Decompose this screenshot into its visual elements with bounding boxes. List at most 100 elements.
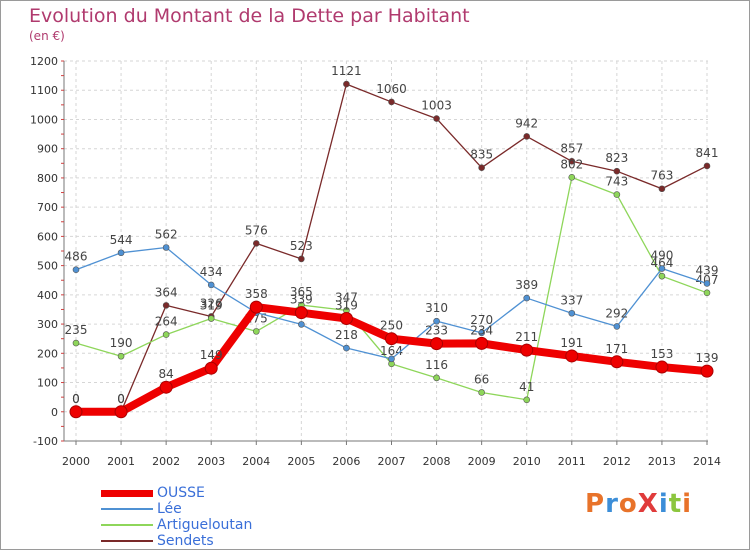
legend-item-sendets[interactable]: Sendets: [101, 533, 252, 549]
logo-letter: r: [605, 489, 619, 519]
data-point: [475, 336, 489, 350]
data-point: [204, 361, 218, 375]
data-label: 942: [515, 116, 538, 130]
y-tick-label: -100: [33, 435, 58, 448]
data-point: [703, 280, 711, 287]
data-label: 149: [200, 348, 223, 362]
y-tick-label: 100: [37, 377, 58, 390]
legend-label-sendets: Sendets: [157, 533, 214, 549]
legend-swatch-sendets: [101, 540, 153, 542]
data-point: [343, 344, 350, 352]
data-point: [252, 240, 260, 247]
data-label: 218: [335, 328, 358, 342]
data-label: 234: [470, 323, 493, 337]
data-point: [613, 323, 621, 330]
data-point: [430, 337, 444, 351]
data-point: [610, 355, 624, 369]
data-label: 270: [470, 313, 493, 327]
logo-letter: i: [682, 489, 693, 519]
data-label: 319: [335, 299, 358, 313]
y-tick-label: 200: [37, 347, 58, 360]
x-tick-label: 2009: [468, 455, 496, 468]
data-point: [294, 306, 308, 320]
data-label: 823: [605, 151, 628, 165]
x-tick-label: 2003: [197, 455, 225, 468]
data-point: [478, 164, 485, 171]
data-point: [568, 157, 576, 165]
x-tick-label: 2008: [423, 455, 451, 468]
data-point: [523, 133, 531, 140]
data-point: [207, 315, 215, 322]
y-tick-label: 400: [37, 289, 58, 302]
legend-label-lee: Lée: [157, 501, 182, 517]
data-point: [162, 244, 170, 251]
data-label: 358: [245, 287, 268, 301]
data-point: [703, 162, 711, 170]
data-label: 326: [200, 296, 223, 310]
y-tick-label: 900: [37, 143, 58, 156]
logo-letter: P: [585, 489, 606, 519]
y-tick-label: 600: [37, 230, 58, 243]
data-label: 0: [72, 392, 80, 406]
data-label: 523: [290, 239, 313, 253]
data-point: [658, 272, 666, 280]
data-label: 41: [519, 380, 534, 394]
data-point: [700, 364, 714, 378]
data-label: 576: [245, 223, 268, 237]
data-point: [433, 374, 440, 382]
x-tick-label: 2010: [513, 455, 541, 468]
data-label: 233: [425, 324, 448, 338]
data-point: [568, 309, 576, 317]
data-label: 264: [155, 315, 178, 329]
logo-letter: X: [637, 489, 659, 519]
x-tick-label: 2001: [107, 455, 135, 468]
data-point: [433, 317, 440, 325]
data-label: 310: [425, 301, 448, 315]
legend-label-artigueloutan: Artigueloutan: [157, 517, 253, 533]
legend-item-lee[interactable]: Lée: [101, 501, 252, 517]
data-point: [69, 405, 83, 419]
data-point: [565, 349, 579, 363]
data-point: [159, 380, 173, 394]
x-tick-label: 2002: [152, 455, 180, 468]
data-point: [114, 405, 128, 419]
data-point: [478, 389, 485, 396]
data-label: 562: [155, 227, 178, 241]
data-label: 347: [335, 290, 358, 304]
y-tick-label: 500: [37, 260, 58, 273]
data-point: [343, 80, 350, 88]
x-tick-label: 2011: [558, 455, 586, 468]
y-tick-label: 300: [37, 318, 58, 331]
data-label: 250: [380, 319, 403, 333]
data-label: 365: [290, 285, 313, 299]
x-tick-label: 2000: [62, 455, 90, 468]
data-label: 84: [159, 367, 174, 381]
data-point: [117, 352, 125, 360]
x-tick-label: 2012: [603, 455, 631, 468]
data-point: [388, 98, 395, 106]
data-point: [523, 396, 531, 404]
data-label: 841: [696, 146, 719, 160]
legend-label-ousse: OUSSE: [157, 485, 205, 501]
legend-item-artigueloutan[interactable]: Artigueloutan: [101, 517, 252, 533]
data-label: 464: [650, 256, 673, 270]
x-tick-label: 2014: [693, 455, 721, 468]
data-point: [433, 115, 440, 122]
x-tick-label: 2006: [332, 455, 360, 468]
y-tick-label: 700: [37, 201, 58, 214]
x-tick-label: 2013: [648, 455, 676, 468]
logo-letter: i: [658, 489, 669, 519]
data-label: 434: [200, 265, 223, 279]
chart-title: Evolution du Montant de la Dette par Hab…: [29, 5, 470, 27]
data-label: 407: [696, 273, 719, 287]
logo-letter: t: [668, 489, 683, 519]
data-label: 1003: [421, 99, 452, 113]
data-point: [252, 328, 260, 335]
data-point: [72, 266, 80, 274]
legend-swatch-artigueloutan: [101, 524, 153, 526]
data-label: 763: [650, 169, 673, 183]
data-label: 0: [117, 392, 125, 406]
data-point: [658, 265, 666, 272]
legend-item-ousse[interactable]: OUSSE: [101, 485, 252, 501]
